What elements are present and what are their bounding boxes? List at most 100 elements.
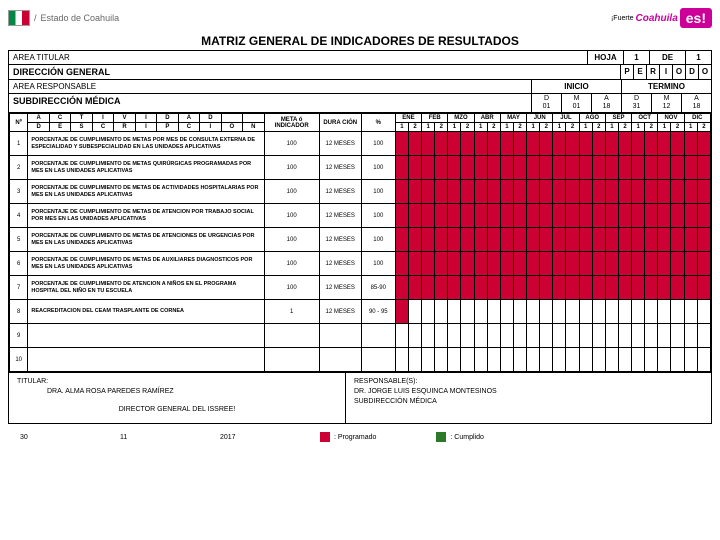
month-cell: [632, 228, 645, 252]
month-cell: [461, 156, 474, 180]
month-cell: [500, 204, 513, 228]
col-letter: P: [157, 123, 178, 132]
month-cell: [684, 180, 697, 204]
month-cell: [618, 156, 631, 180]
month-cell: [474, 348, 487, 372]
month-cell: [500, 300, 513, 324]
month-cell: [684, 156, 697, 180]
month-cell: [697, 348, 710, 372]
month-cell: [684, 132, 697, 156]
col-letter: I: [92, 114, 113, 123]
cell-dur: 12 MESES: [319, 300, 361, 324]
month-cell: [566, 300, 579, 324]
col-letter: D: [157, 114, 178, 123]
month-cell: [527, 156, 540, 180]
month-cell: [579, 252, 592, 276]
label-termino: TERMINO: [621, 80, 711, 93]
month-cell: [474, 228, 487, 252]
cell-meta: [264, 324, 319, 348]
month-cell: [618, 180, 631, 204]
month-cell: [645, 228, 658, 252]
cell-meta: [264, 348, 319, 372]
month-cell: [592, 228, 605, 252]
cell-pct: 100: [361, 252, 395, 276]
month-cell: [461, 204, 474, 228]
month-cell: [566, 276, 579, 300]
month-cell: [645, 204, 658, 228]
month-cell: [671, 324, 684, 348]
month-cell: [579, 132, 592, 156]
month-cell: [658, 276, 671, 300]
col-letter: V: [114, 114, 135, 123]
month-cell: [527, 228, 540, 252]
month-cell: [461, 252, 474, 276]
cell-meta: 100: [264, 132, 319, 156]
month-cell: [408, 348, 421, 372]
month-cell: [408, 156, 421, 180]
cell-num: 7: [10, 276, 28, 300]
cell-pct: 90 - 95: [361, 300, 395, 324]
cell-num: 9: [10, 324, 28, 348]
month-cell: [671, 300, 684, 324]
col-dura: DURA CIÓN: [319, 114, 361, 132]
month-cell: [618, 228, 631, 252]
cell-meta: 1: [264, 300, 319, 324]
month-cell: [566, 252, 579, 276]
month-cell: [579, 348, 592, 372]
table-row: 2PORCENTAJE DE CUMPLIMIENTO DE METAS QUI…: [10, 156, 711, 180]
col-num: Nº: [10, 114, 28, 132]
month-cell: [605, 204, 618, 228]
table-row: 3PORCENTAJE DE CUMPLIMIENTO DE METAS DE …: [10, 180, 711, 204]
month-cell: [435, 276, 448, 300]
col-month: ABR: [474, 114, 500, 123]
label-director: DIRECTOR GENERAL DEL ISSREE!: [17, 405, 337, 419]
label-area-titular: AREA TITULAR: [9, 51, 587, 64]
label-titular: TITULAR:: [17, 377, 337, 387]
month-cell: [697, 252, 710, 276]
month-cell: [592, 348, 605, 372]
cell-desc: PORCENTAJE DE CUMPLIMIENTO DE METAS POR …: [28, 132, 264, 156]
label-de: DE: [649, 51, 685, 64]
month-cell: [684, 204, 697, 228]
col-letter: C: [92, 123, 113, 132]
cell-num: 1: [10, 132, 28, 156]
month-cell: [632, 132, 645, 156]
month-cell: [422, 132, 435, 156]
cell-dur: [319, 348, 361, 372]
cell-desc: REACREDITACION DEL CEAM TRASPLANTE DE CO…: [28, 300, 264, 324]
month-cell: [605, 180, 618, 204]
month-cell: [605, 324, 618, 348]
month-cell: [671, 228, 684, 252]
cell-desc: PORCENTAJE DE CUMPLIMIENTO DE METAS DE A…: [28, 228, 264, 252]
col-letter: D: [200, 114, 221, 123]
month-cell: [461, 300, 474, 324]
month-cell: [658, 132, 671, 156]
cell-pct: 100: [361, 204, 395, 228]
col-letter: C: [178, 123, 199, 132]
month-cell: [605, 252, 618, 276]
col-month: FEB: [422, 114, 448, 123]
month-cell: [435, 204, 448, 228]
month-cell: [645, 324, 658, 348]
col-letter: A: [28, 114, 49, 123]
month-cell: [579, 324, 592, 348]
cell-desc: [28, 324, 264, 348]
month-cell: [645, 156, 658, 180]
month-cell: [553, 180, 566, 204]
col-month: NOV: [658, 114, 684, 123]
month-cell: [658, 228, 671, 252]
month-cell: [632, 348, 645, 372]
red-swatch-icon: [320, 432, 330, 442]
month-cell: [645, 348, 658, 372]
label-area-resp: AREA RESPONSABLE: [9, 80, 531, 93]
legend-year: 2017: [220, 434, 260, 441]
month-cell: [632, 300, 645, 324]
month-cell: [435, 300, 448, 324]
legend-row: 30 11 2017 : Programado : Cumplido: [8, 424, 712, 450]
table-row: 5PORCENTAJE DE CUMPLIMIENTO DE METAS DE …: [10, 228, 711, 252]
month-cell: [527, 348, 540, 372]
month-cell: [487, 204, 500, 228]
month-cell: [553, 276, 566, 300]
month-cell: [408, 204, 421, 228]
month-cell: [435, 228, 448, 252]
